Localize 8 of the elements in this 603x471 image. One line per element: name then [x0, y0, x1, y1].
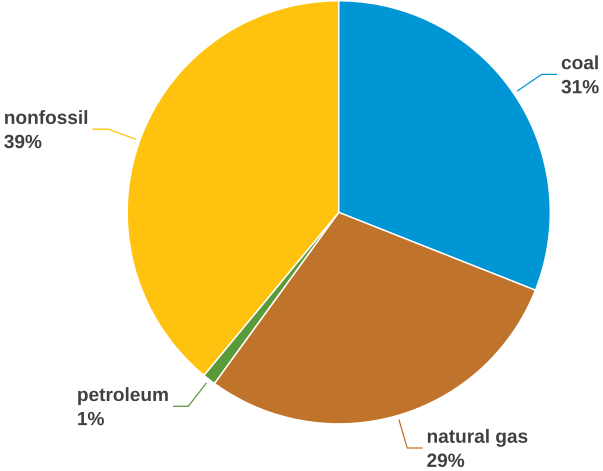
slice-label: nonfossil — [5, 110, 88, 124]
data-label: 1% — [78, 412, 104, 426]
slice-label: natural gas — [428, 429, 528, 447]
slice-label: petroleum — [78, 387, 168, 406]
data-label: 31% — [562, 80, 599, 94]
data-label: 39% — [4, 134, 42, 148]
slice-label: coal — [562, 55, 598, 70]
data-label: 29% — [427, 454, 464, 468]
